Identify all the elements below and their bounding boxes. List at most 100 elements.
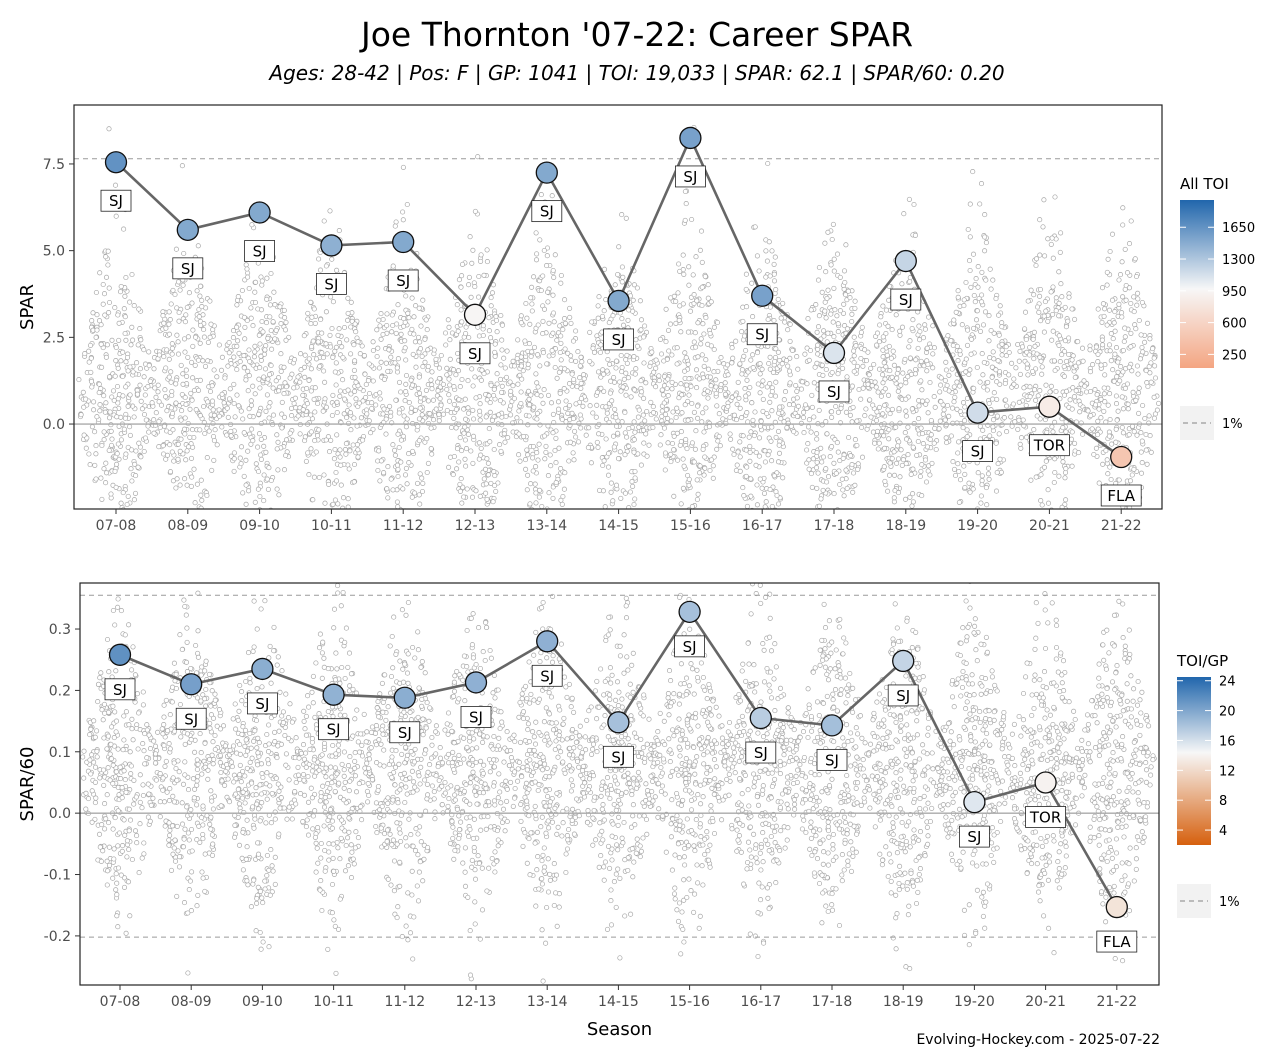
background-point [793,382,799,389]
background-point [1069,429,1075,435]
background-point [474,559,478,563]
background-point [408,409,414,416]
background-point [1033,474,1039,480]
background-point [330,354,336,360]
background-point [823,466,829,472]
background-point [971,385,977,391]
background-point [567,305,573,311]
background-point [485,472,491,478]
background-point [814,459,820,465]
background-point [123,359,129,365]
background-point [783,358,790,364]
background-point [252,499,258,505]
background-point [683,355,689,361]
background-point [428,446,434,452]
background-point [873,417,880,424]
background-point [385,495,391,501]
background-point [886,427,892,433]
background-point [541,387,547,393]
background-point [476,440,482,446]
background-point [734,401,740,407]
background-point [837,308,843,314]
background-point [749,400,755,406]
background-point [289,413,295,419]
background-point [831,491,837,497]
background-point [657,336,664,342]
background-point [1104,322,1110,328]
background-point [644,408,650,415]
background-point [351,415,357,421]
background-point [907,338,913,344]
background-point [1107,348,1113,354]
background-point [103,400,109,406]
background-point [1051,479,1057,486]
background-point [113,484,119,490]
background-point [868,414,874,420]
background-point [529,308,535,314]
background-point [775,459,782,465]
background-point [99,496,105,502]
background-point [221,400,227,406]
background-point [1063,324,1069,330]
background-point [459,261,466,267]
background-point [262,347,268,353]
background-point [248,398,254,404]
background-point [333,382,339,388]
background-point [1109,441,1115,447]
background-point [859,454,866,460]
background-point [266,465,272,471]
background-point [692,330,698,336]
background-point [538,393,544,399]
background-point [695,320,701,326]
background-point [301,333,307,339]
background-point [713,390,719,397]
background-point [1138,449,1144,455]
background-point [241,365,247,371]
background-point [90,310,96,316]
background-point [404,201,410,208]
background-point [842,323,848,329]
background-point [933,446,939,453]
background-point [1107,416,1113,423]
background-point [907,279,913,285]
background-point [560,326,566,333]
background-point [283,452,289,459]
background-point [835,329,841,335]
background-point [552,447,558,454]
background-point [302,374,308,380]
background-point [966,480,972,486]
background-point [605,356,611,363]
background-point [620,322,627,328]
background-point [252,391,258,397]
background-point [823,315,829,321]
background-point [757,476,763,482]
background-point [535,322,541,328]
background-point [891,495,897,501]
background-point [355,454,361,460]
background-point [558,333,564,339]
background-point [199,304,205,310]
background-point [569,371,575,377]
background-point [316,474,322,481]
background-point [583,432,589,438]
background-point [996,332,1002,338]
background-point [346,466,352,472]
background-point [1138,332,1144,338]
background-point [1070,353,1076,359]
background-point [984,502,990,508]
background-point [587,358,593,364]
background-point [761,490,768,496]
background-point [208,321,214,327]
background-point [1037,416,1043,422]
background-point [889,455,895,462]
background-point [422,336,428,342]
background-point [757,390,763,396]
x-tick-label: 17-18 [814,518,855,534]
background-point [623,550,627,554]
background-point [456,459,462,465]
background-point [701,429,707,435]
background-point [679,392,685,398]
background-point [619,364,625,371]
background-point [168,369,174,375]
background-point [483,490,489,496]
